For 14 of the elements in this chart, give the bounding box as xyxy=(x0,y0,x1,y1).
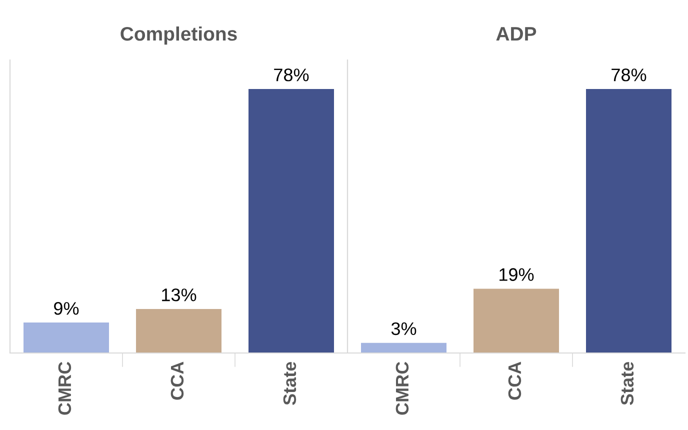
x-tick-label: State xyxy=(620,362,634,405)
x-tick-label: CMRC xyxy=(58,362,72,415)
data-label: 13% xyxy=(162,288,196,302)
x-tick-label: CCA xyxy=(508,362,522,400)
x-tick-label: CMRC xyxy=(396,362,409,415)
data-label: 78% xyxy=(612,68,646,82)
chart-title: Completions xyxy=(120,26,237,45)
x-tick-label: CCA xyxy=(170,362,184,400)
x-tick-label: State xyxy=(283,362,296,405)
data-label: 3% xyxy=(391,322,416,336)
data-label: 9% xyxy=(54,302,79,315)
chart-title: ADP xyxy=(496,27,536,41)
data-label: 19% xyxy=(500,268,534,281)
data-label: 78% xyxy=(274,68,309,82)
